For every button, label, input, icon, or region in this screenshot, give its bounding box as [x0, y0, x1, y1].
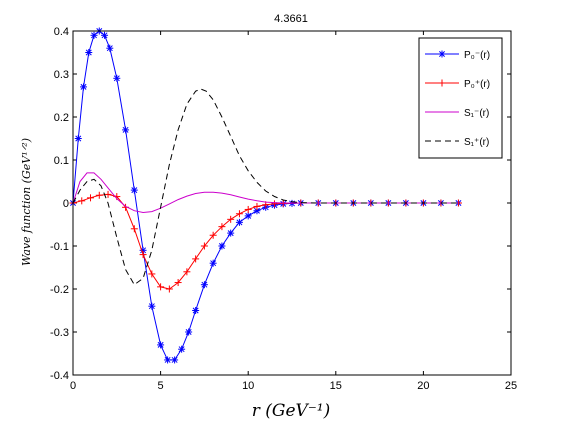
plus-marker — [438, 79, 446, 87]
plot-frame — [72, 30, 512, 376]
asterisk-marker — [122, 126, 130, 134]
x-tick-label: 20 — [417, 380, 429, 392]
asterisk-marker — [192, 307, 200, 314]
chart-title: 4.3661 — [274, 13, 308, 25]
asterisk-marker — [178, 345, 186, 353]
plus-marker — [130, 225, 138, 233]
series-line-s1-minus — [72, 172, 459, 214]
x-tick-label: 25 — [505, 380, 517, 392]
plus-marker — [270, 200, 278, 208]
plus-marker — [78, 197, 86, 205]
y-tick-label: -0.3 — [50, 327, 69, 339]
asterisk-marker — [218, 242, 226, 250]
plus-marker — [148, 270, 156, 278]
x-tick-label: 10 — [242, 380, 254, 392]
y-tick-label: 0.4 — [54, 26, 69, 38]
series-line-s1-plus — [72, 88, 459, 286]
plus-marker — [209, 231, 217, 239]
plus-marker — [200, 242, 208, 250]
asterisk-marker — [113, 74, 121, 82]
asterisk-marker — [90, 31, 98, 39]
asterisk-marker — [106, 44, 114, 52]
asterisk-marker — [164, 356, 172, 364]
plus-marker — [87, 194, 95, 202]
plus-marker — [244, 205, 252, 213]
plus-marker — [157, 283, 165, 291]
y-tick-label: 0 — [63, 198, 69, 210]
y-tick-label: 0.1 — [54, 155, 69, 167]
plot-series — [69, 27, 462, 364]
plus-marker — [235, 210, 243, 218]
y-axis-label: Wave function (GeV¹ᐟ²) — [20, 138, 33, 266]
plus-marker — [95, 191, 103, 199]
plus-marker — [174, 279, 182, 287]
asterisk-marker — [74, 135, 82, 142]
series-s1-plus — [72, 88, 459, 286]
legend-label: P₀⁻(r) — [464, 50, 490, 61]
asterisk-marker — [235, 218, 243, 226]
asterisk-marker — [80, 83, 88, 91]
legend-box — [418, 37, 503, 159]
plus-marker — [104, 190, 112, 198]
legend-item-p0-minus: P₀⁻(r) — [425, 50, 490, 61]
y-tick-label: -0.2 — [50, 284, 69, 296]
legend-label: P₀⁺(r) — [464, 79, 490, 90]
asterisk-marker — [148, 302, 156, 310]
series-s1-minus — [72, 172, 459, 214]
legend-label: S₁⁻(r) — [464, 108, 489, 119]
asterisk-marker — [209, 259, 217, 267]
x-tick-label: 5 — [158, 380, 164, 392]
y-tick-label: 0.3 — [54, 69, 69, 81]
y-tick-label: 0.2 — [54, 112, 69, 124]
legend-item-s1-minus: S₁⁻(r) — [425, 108, 489, 119]
plus-marker — [192, 255, 200, 263]
x-tick-label: 0 — [70, 380, 76, 392]
asterisk-marker — [130, 186, 138, 194]
asterisk-marker — [185, 328, 193, 336]
x-tick-label: 15 — [330, 380, 342, 392]
asterisk-marker — [85, 49, 93, 56]
legend-item-s1-plus: S₁⁺(r) — [425, 137, 489, 148]
plus-marker — [227, 215, 235, 223]
plus-marker — [165, 285, 173, 293]
plus-marker — [218, 223, 226, 231]
asterisk-marker — [200, 281, 208, 289]
asterisk-marker — [171, 356, 179, 364]
x-axis-label: r (GeV⁻¹) — [252, 401, 331, 421]
asterisk-marker — [227, 229, 235, 237]
legend-label: S₁⁺(r) — [464, 137, 489, 148]
plus-marker — [253, 202, 261, 210]
y-tick-label: -0.1 — [50, 241, 69, 253]
asterisk-marker — [244, 212, 252, 220]
asterisk-marker — [157, 341, 165, 349]
plus-marker — [139, 251, 147, 259]
asterisk-marker — [438, 50, 446, 58]
y-tick-label: -0.4 — [50, 370, 69, 382]
legend-item-p0-plus: P₀⁺(r) — [425, 79, 490, 90]
asterisk-marker — [101, 31, 109, 39]
legend: P₀⁻(r) P₀⁺(r) S₁⁻(r) S₁⁺(r) — [418, 37, 503, 159]
plus-marker — [183, 268, 191, 276]
